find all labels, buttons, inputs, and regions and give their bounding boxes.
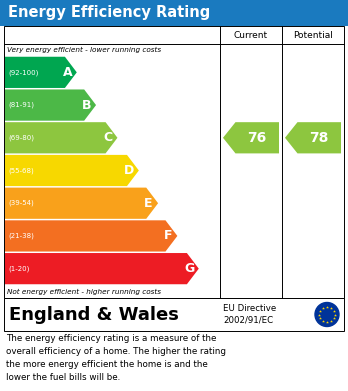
Text: (39-54): (39-54) (8, 200, 34, 206)
Polygon shape (223, 122, 279, 153)
Polygon shape (5, 90, 96, 121)
Polygon shape (5, 188, 158, 219)
Bar (4, 26, 344, 298)
Text: Potential: Potential (293, 30, 333, 39)
Polygon shape (5, 57, 77, 88)
Text: G: G (184, 262, 195, 275)
Text: (69-80): (69-80) (8, 135, 34, 141)
Text: England & Wales: England & Wales (9, 305, 179, 323)
Bar (0, 0, 348, 26)
Text: Very energy efficient - lower running costs: Very energy efficient - lower running co… (7, 47, 161, 53)
Polygon shape (285, 122, 341, 153)
Text: D: D (124, 164, 134, 177)
Polygon shape (5, 220, 177, 251)
Polygon shape (5, 122, 117, 153)
Polygon shape (5, 155, 139, 186)
Circle shape (315, 303, 339, 326)
Text: 76: 76 (248, 131, 267, 145)
Text: (1-20): (1-20) (8, 265, 29, 272)
Text: Energy Efficiency Rating: Energy Efficiency Rating (8, 5, 210, 20)
Text: C: C (103, 131, 112, 144)
Text: EU Directive
2002/91/EC: EU Directive 2002/91/EC (223, 304, 276, 325)
Text: 78: 78 (310, 131, 329, 145)
Text: The energy efficiency rating is a measure of the
overall efficiency of a home. T: The energy efficiency rating is a measur… (6, 334, 226, 382)
Text: (92-100): (92-100) (8, 69, 38, 75)
Text: Current: Current (234, 30, 268, 39)
Text: E: E (144, 197, 153, 210)
Text: B: B (82, 99, 91, 111)
Bar (4, 298, 344, 331)
Text: A: A (63, 66, 72, 79)
Text: Not energy efficient - higher running costs: Not energy efficient - higher running co… (7, 289, 161, 295)
Polygon shape (5, 253, 199, 284)
Text: (81-91): (81-91) (8, 102, 34, 108)
Text: (55-68): (55-68) (8, 167, 34, 174)
Text: F: F (164, 230, 172, 242)
Text: (21-38): (21-38) (8, 233, 34, 239)
